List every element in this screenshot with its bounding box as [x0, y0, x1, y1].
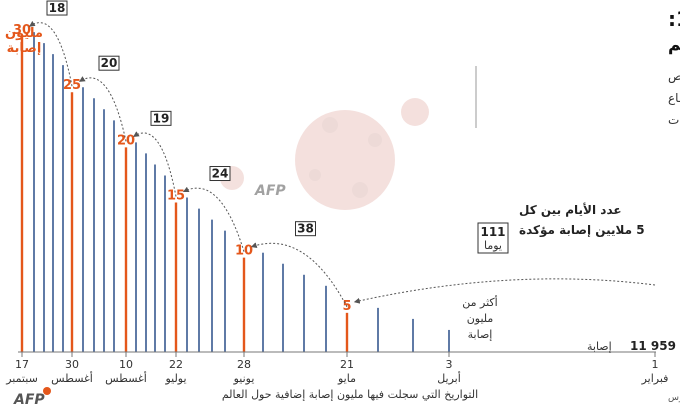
- source-note: المصدر: تعداد لفرانس برس: [668, 393, 680, 403]
- gap-box: [295, 221, 316, 237]
- gap-arrow: [182, 186, 245, 252]
- bar-value-label: 30: [13, 23, 31, 38]
- virus-decoration: [220, 98, 429, 210]
- x-tick-month: أبريل: [437, 371, 461, 385]
- gap-arrow: [78, 76, 127, 142]
- gap-days-value: 38: [297, 222, 314, 236]
- afp-logo-dot: [43, 387, 51, 395]
- note-line-3: عدد الإصابات: [668, 113, 680, 127]
- gap-box: [209, 166, 231, 182]
- x-tick-month: أغسطس: [51, 371, 93, 385]
- top-unit-line-2: إصابة: [7, 41, 42, 56]
- x-tick-day: 1: [652, 358, 659, 371]
- x-tick-month: سبتمبر: [5, 372, 38, 385]
- top-unit-line-1: مليون: [5, 26, 43, 41]
- gap-box: [150, 110, 172, 126]
- x-tick-day: 17: [15, 358, 29, 371]
- start-suffix: إصابة: [587, 340, 612, 353]
- gap-days-value: 20: [101, 56, 118, 70]
- start-value: 959 11: [630, 339, 676, 353]
- x-tick-day: 21: [340, 358, 354, 371]
- gap-box: [46, 0, 68, 16]
- million-label-line-1: أكثر من: [462, 295, 497, 309]
- afp-logo: AFP: [13, 392, 45, 408]
- gap-legend-line-1: عدد الأيام بين كل: [519, 202, 622, 218]
- gap-box: [477, 222, 509, 254]
- gap-days-value: 18: [49, 1, 66, 15]
- x-axis-caption: التواريخ التي سجلت فيها مليون إصابة إضاف…: [222, 388, 478, 401]
- x-tick-month: مايو: [337, 372, 356, 385]
- chart-title: ارتفاع عدد الإصابات بفيروس كورونا المستج…: [668, 35, 680, 55]
- gap-days-unit: يوما: [484, 239, 502, 252]
- x-tick-month: أغسطس: [105, 371, 147, 385]
- x-tick-day: 10: [119, 358, 133, 371]
- note-line-2: في بعض البلدان من أسباب ارتفاع: [668, 90, 680, 106]
- title-top: كوفيد-19:: [668, 7, 680, 31]
- x-tick-day: 22: [169, 358, 183, 371]
- x-tick-month: يوليو: [164, 372, 186, 385]
- gap-days-value: 19: [153, 111, 170, 125]
- note-line-1: يُعتبر توسيع نطاق إجراء الفحوص: [668, 69, 680, 84]
- million-label-line-2: مليون: [467, 312, 494, 325]
- x-tick-month: فبراير: [641, 372, 669, 385]
- x-tick-day: 30: [65, 358, 79, 371]
- x-tick-month: يونيو: [233, 372, 255, 385]
- gap-arrow: [29, 20, 73, 87]
- gap-box: [98, 55, 120, 71]
- x-tick-day: 28: [237, 358, 251, 371]
- gap-arrow: [353, 278, 656, 304]
- x-tick-day: 3: [446, 358, 453, 371]
- gap-arrow: [250, 242, 348, 308]
- gap-legend-line-2: 5 ملايين إصابة مؤكدة: [519, 223, 645, 238]
- x-ticks-group: 1فبراير3أبريل21مايو28يونيو22يوليو10أغسطس…: [5, 352, 668, 385]
- gap-days-value: 111: [480, 225, 505, 239]
- watermark: AFP: [254, 183, 286, 199]
- million-label-line-3: إصابة: [468, 328, 493, 341]
- gap-arrow: [133, 131, 177, 197]
- gap-days-value: 24: [212, 167, 229, 181]
